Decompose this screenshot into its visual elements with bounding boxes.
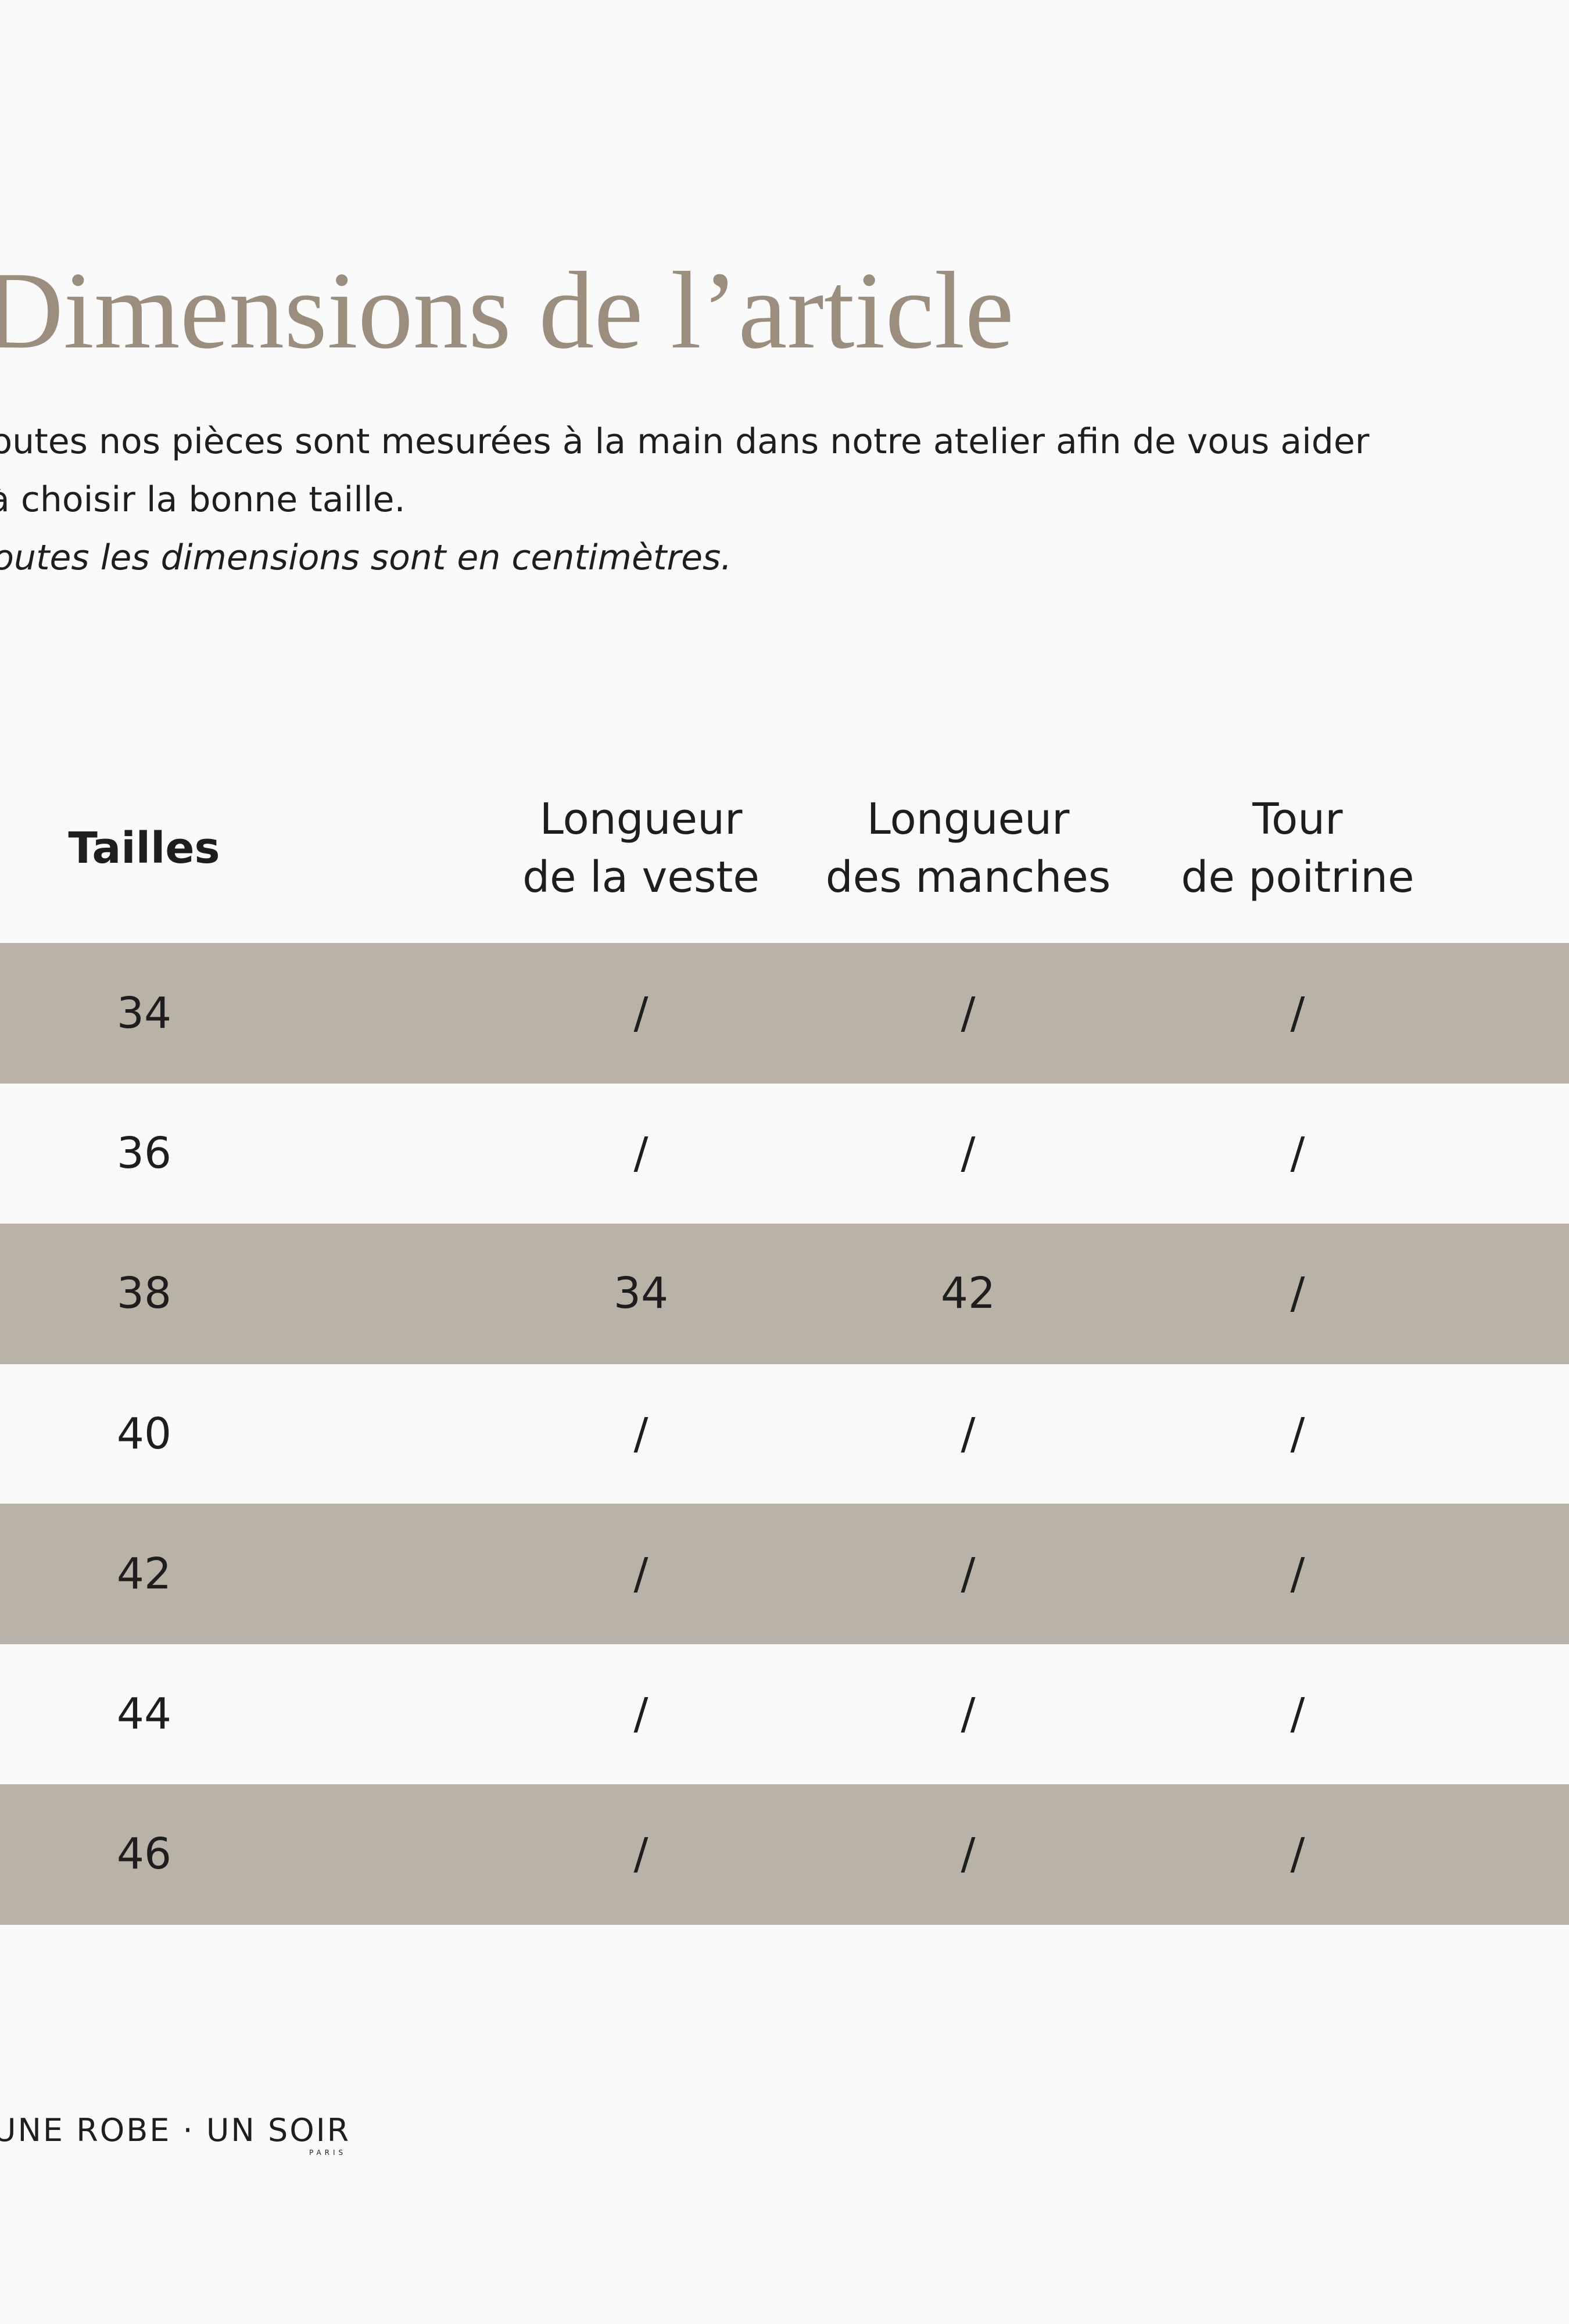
table-cell: / <box>961 988 976 1038</box>
table-cell: / <box>633 1829 649 1880</box>
column-header: Tour de poitrine <box>1181 790 1414 906</box>
table-cell: / <box>1290 1128 1305 1178</box>
table-cell: / <box>1290 1408 1305 1459</box>
table-cell: / <box>633 1128 649 1178</box>
table-cell: / <box>633 1408 649 1459</box>
table-row <box>0 1504 1569 1645</box>
table-cell: 34 <box>116 988 172 1038</box>
column-header: Tailles <box>68 823 220 873</box>
table-cell: / <box>633 1548 649 1599</box>
table-cell: / <box>961 1128 976 1178</box>
table-cell: / <box>1290 988 1305 1038</box>
table-cell: / <box>633 1689 649 1740</box>
table-cell: / <box>1290 1268 1305 1319</box>
table-cell: 46 <box>116 1829 172 1880</box>
table-cell: 34 <box>613 1268 669 1319</box>
table-cell: 42 <box>940 1268 996 1319</box>
table-row <box>0 1644 1569 1785</box>
table-cell: 42 <box>116 1548 172 1599</box>
table-cell: 40 <box>116 1408 172 1459</box>
header-line: Tour <box>1252 794 1343 844</box>
table-cell: / <box>961 1829 976 1880</box>
table-cell: 36 <box>116 1128 172 1178</box>
header-line: de poitrine <box>1181 852 1414 902</box>
column-header: Longueur de la veste <box>522 790 760 906</box>
table-cell: / <box>1290 1689 1305 1740</box>
intro-line: Toutes nos pièces sont mesurées à la mai… <box>0 421 1370 462</box>
table-cell: / <box>961 1408 976 1459</box>
table-cell: 44 <box>116 1689 172 1740</box>
header-line: de la veste <box>522 852 760 902</box>
table-cell: / <box>1290 1548 1305 1599</box>
header-line: des manches <box>825 852 1111 902</box>
table-cell: 38 <box>116 1268 172 1319</box>
table-row <box>0 943 1569 1084</box>
brand-city: PARIS <box>309 2149 347 2157</box>
note: Toutes les dimensions sont en centimètre… <box>0 537 732 578</box>
header-line: Longueur <box>866 794 1070 844</box>
table-row <box>0 1784 1569 1925</box>
table-row <box>0 1083 1569 1224</box>
brand: UNE ROBE · UN SOIR <box>0 2112 351 2149</box>
intro-line: à choisir la bonne taille. <box>0 479 406 520</box>
table-cell: / <box>633 988 649 1038</box>
title: Dimensions de l’article <box>0 250 1014 372</box>
column-header: Longueur des manches <box>826 790 1111 906</box>
table-cell: / <box>961 1548 976 1599</box>
table-row <box>0 1364 1569 1504</box>
table-row <box>0 1223 1569 1364</box>
table-cell: / <box>1290 1829 1305 1880</box>
table-cell: / <box>961 1689 976 1740</box>
header-line: Longueur <box>539 794 743 844</box>
